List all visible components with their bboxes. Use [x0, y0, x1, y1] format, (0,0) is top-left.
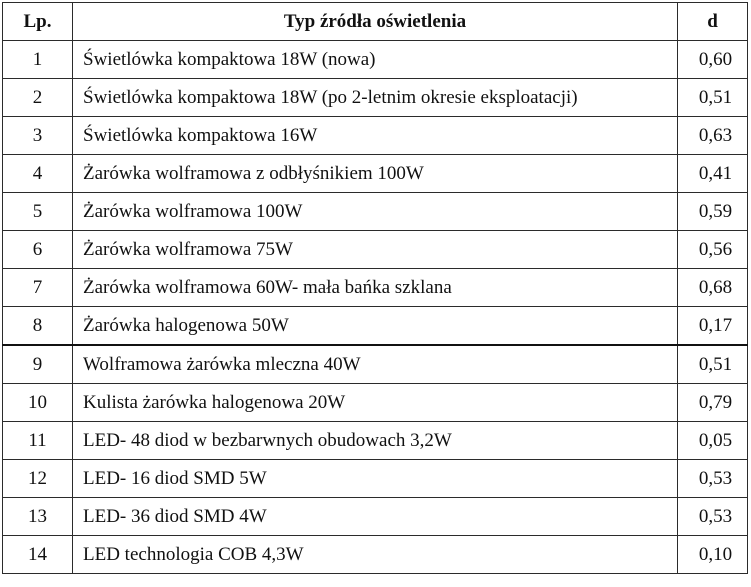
- source-name: Wolframowa żarówka mleczna 40W: [72, 344, 678, 384]
- row-number: 13: [2, 497, 73, 536]
- d-value: 0,60: [677, 40, 748, 79]
- row-number: 5: [2, 192, 73, 231]
- table-row: 1 Świetlówka kompaktowa 18W (nowa) 0,60: [2, 40, 748, 79]
- row-number: 8: [2, 306, 73, 346]
- source-name: LED- 48 diod w bezbarwnych obudowach 3,2…: [72, 421, 678, 460]
- row-number: 7: [2, 268, 73, 307]
- d-value: 0,59: [677, 192, 748, 231]
- table-row: 4 Żarówka wolframowa z odbłyśnikiem 100W…: [2, 154, 748, 193]
- table-header-row: Lp. Typ źródła oświetlenia d: [2, 2, 748, 41]
- light-source-table-container: Lp. Typ źródła oświetlenia d 1 Świetlówk…: [2, 2, 748, 574]
- row-number: 2: [2, 78, 73, 117]
- source-name: Świetlówka kompaktowa 18W (nowa): [72, 40, 678, 79]
- table-row: 14 LED technologia COB 4,3W 0,10: [2, 535, 748, 574]
- row-number: 1: [2, 40, 73, 79]
- source-name: LED- 36 diod SMD 4W: [72, 497, 678, 536]
- source-name: Żarówka wolframowa 75W: [72, 230, 678, 269]
- row-number: 6: [2, 230, 73, 269]
- source-name: Kulista żarówka halogenowa 20W: [72, 383, 678, 422]
- row-number: 12: [2, 459, 73, 498]
- source-name: LED technologia COB 4,3W: [72, 535, 678, 574]
- row-number: 3: [2, 116, 73, 155]
- d-value: 0,53: [677, 459, 748, 498]
- table-row: 2 Świetlówka kompaktowa 18W (po 2-letnim…: [2, 78, 748, 117]
- source-name: Żarówka wolframowa z odbłyśnikiem 100W: [72, 154, 678, 193]
- table-row: 11 LED- 48 diod w bezbarwnych obudowach …: [2, 421, 748, 460]
- row-number: 9: [2, 344, 73, 384]
- light-source-table: Lp. Typ źródła oświetlenia d 1 Świetlówk…: [2, 2, 748, 574]
- d-value: 0,05: [677, 421, 748, 460]
- source-name: Świetlówka kompaktowa 16W: [72, 116, 678, 155]
- table-row: 10 Kulista żarówka halogenowa 20W 0,79: [2, 383, 748, 422]
- row-number: 4: [2, 154, 73, 193]
- row-number: 14: [2, 535, 73, 574]
- source-name: Żarówka halogenowa 50W: [72, 306, 678, 346]
- d-value: 0,51: [677, 78, 748, 117]
- header-d: d: [677, 2, 748, 41]
- table-row: 5 Żarówka wolframowa 100W 0,59: [2, 192, 748, 231]
- source-name: LED- 16 diod SMD 5W: [72, 459, 678, 498]
- source-name: Żarówka wolframowa 60W- mała bańka szkla…: [72, 268, 678, 307]
- table-row: 8 Żarówka halogenowa 50W 0,17: [2, 306, 748, 346]
- d-value: 0,79: [677, 383, 748, 422]
- d-value: 0,10: [677, 535, 748, 574]
- d-value: 0,68: [677, 268, 748, 307]
- d-value: 0,56: [677, 230, 748, 269]
- row-number: 11: [2, 421, 73, 460]
- table-row: 9 Wolframowa żarówka mleczna 40W 0,51: [2, 344, 748, 384]
- d-value: 0,53: [677, 497, 748, 536]
- d-value: 0,63: [677, 116, 748, 155]
- row-number: 10: [2, 383, 73, 422]
- d-value: 0,51: [677, 344, 748, 384]
- header-source-type: Typ źródła oświetlenia: [72, 2, 678, 41]
- table-row: 13 LED- 36 diod SMD 4W 0,53: [2, 497, 748, 536]
- d-value: 0,17: [677, 306, 748, 346]
- d-value: 0,41: [677, 154, 748, 193]
- table-row: 3 Świetlówka kompaktowa 16W 0,63: [2, 116, 748, 155]
- table-row: 7 Żarówka wolframowa 60W- mała bańka szk…: [2, 268, 748, 307]
- table-row: 12 LED- 16 diod SMD 5W 0,53: [2, 459, 748, 498]
- table-row: 6 Żarówka wolframowa 75W 0,56: [2, 230, 748, 269]
- header-lp: Lp.: [2, 2, 73, 41]
- source-name: Świetlówka kompaktowa 18W (po 2-letnim o…: [72, 78, 678, 117]
- source-name: Żarówka wolframowa 100W: [72, 192, 678, 231]
